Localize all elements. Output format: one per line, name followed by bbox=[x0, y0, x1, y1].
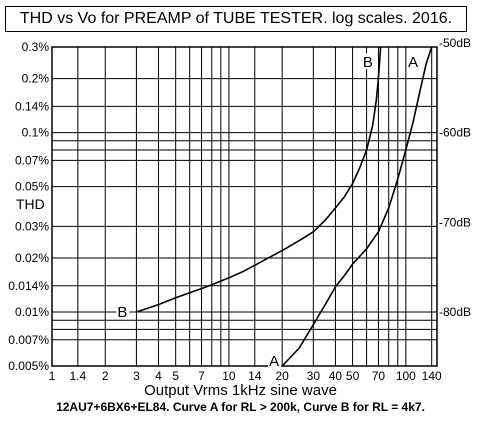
curve-label-A: A bbox=[408, 54, 418, 71]
x-tick-label: 4 bbox=[155, 369, 162, 383]
y-tick-label: 0.014% bbox=[8, 279, 49, 293]
y-tick-label: 0.005% bbox=[8, 359, 49, 373]
x-tick-label: 2 bbox=[102, 369, 109, 383]
x-tick-label: 30 bbox=[307, 369, 321, 383]
y-axis-label: THD bbox=[16, 196, 45, 212]
y-tick-label: 0.3% bbox=[22, 40, 50, 54]
annotation-bg bbox=[268, 352, 282, 369]
annotation-bg bbox=[361, 53, 375, 70]
x-tick-label: 3 bbox=[133, 369, 140, 383]
x-tick-label: 100 bbox=[396, 369, 416, 383]
annotation-bg bbox=[407, 53, 421, 70]
y-tick-label: 0.007% bbox=[8, 333, 49, 347]
curve-label-B: B bbox=[117, 304, 127, 321]
x-tick-label: 10 bbox=[222, 369, 236, 383]
series-line-A bbox=[281, 46, 433, 367]
annotation-bg bbox=[116, 303, 130, 320]
y2-tick-label: -50dB bbox=[439, 36, 471, 50]
chart-caption: 12AU7+6BX6+EL84. Curve A for RL > 200k, … bbox=[56, 400, 425, 414]
plot-area bbox=[52, 47, 437, 366]
y-tick-label: 0.03% bbox=[15, 219, 49, 233]
series-line-B bbox=[136, 46, 382, 313]
y-tick-label: 0.2% bbox=[22, 72, 50, 86]
y-tick-label: 0.05% bbox=[15, 180, 49, 194]
plot-frame bbox=[51, 46, 438, 367]
chart-title: THD vs Vo for PREAMP of TUBE TESTER. log… bbox=[5, 6, 467, 32]
y-tick-label: 0.01% bbox=[15, 305, 49, 319]
curve-label-A: A bbox=[269, 353, 279, 370]
y2-tick-label: -70dB bbox=[439, 215, 471, 229]
curve-label-B: B bbox=[363, 54, 373, 71]
x-tick-label: 7 bbox=[198, 369, 205, 383]
x-tick-label: 5 bbox=[172, 369, 179, 383]
x-tick-label: 14 bbox=[248, 369, 262, 383]
y-tick-label: 0.14% bbox=[15, 99, 49, 113]
x-axis-label: Output Vrms 1kHz sine wave bbox=[144, 382, 337, 399]
x-tick-label: 70 bbox=[372, 369, 386, 383]
thd-chart: 1 1.4 2 3 4 5 7 10 14 20 30 40 50 70 100 140 0.005% 0.007… bbox=[8, 36, 471, 399]
x-tick-label: 40 bbox=[329, 369, 343, 383]
y-tick-label: 0.07% bbox=[15, 153, 49, 167]
x-tick-label: 50 bbox=[346, 369, 360, 383]
x-tick-label: 1 bbox=[49, 369, 56, 383]
y-tick-label: 0.1% bbox=[22, 126, 50, 140]
y2-tick-label: -80dB bbox=[439, 305, 471, 319]
y-tick-label: 0.02% bbox=[15, 251, 49, 265]
y2-tick-label: -60dB bbox=[439, 126, 471, 140]
x-tick-label: 140 bbox=[422, 369, 442, 383]
x-tick-label: 20 bbox=[276, 369, 290, 383]
x-tick-label: 1.4 bbox=[70, 369, 87, 383]
